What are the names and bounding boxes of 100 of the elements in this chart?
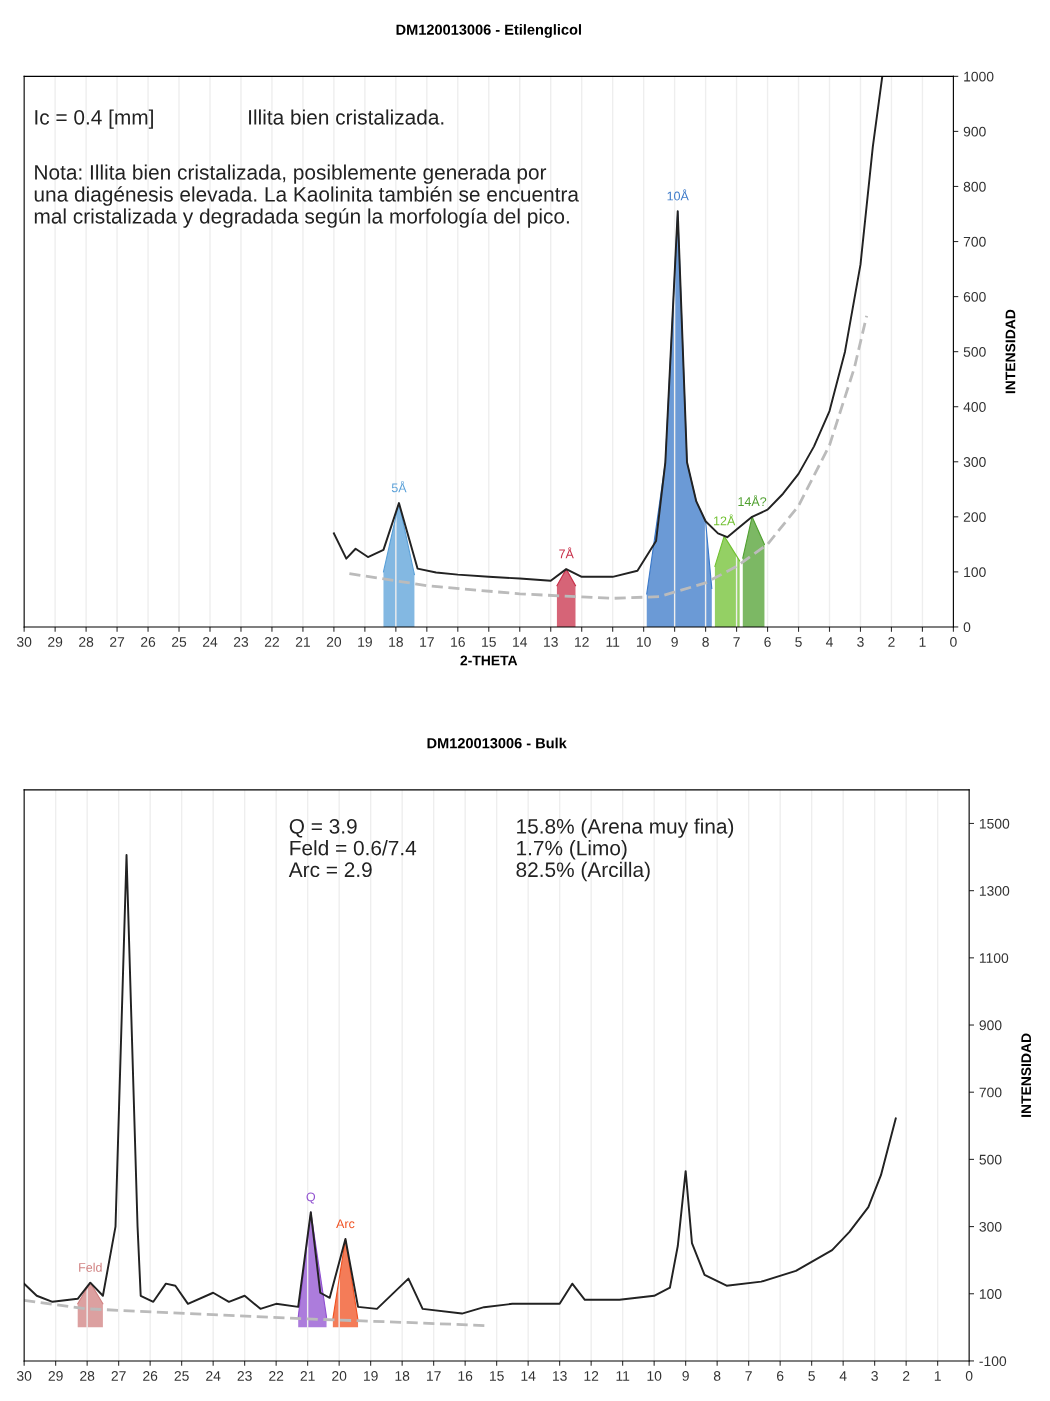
x-tick-label: 20 <box>332 1371 347 1381</box>
series-label: 7Å <box>559 547 574 559</box>
y-tick-label: 700 <box>963 236 986 247</box>
x-tick-label: 28 <box>80 1371 95 1381</box>
x-tick-label: 6 <box>776 1371 784 1381</box>
x-tick-label: 1 <box>934 1371 941 1381</box>
y-tick-label: 800 <box>963 181 986 192</box>
annotation: Q = 3.9 Feld = 0.6/7.4 Arc = 2.9 <box>288 818 417 878</box>
x-tick-label: 25 <box>174 1371 189 1381</box>
x-tick-label: 23 <box>237 1371 252 1381</box>
x-tick-label: 4 <box>825 637 833 647</box>
x-tick-label: 20 <box>326 637 342 647</box>
annotation: Nota: Illita bien cristalizada, posiblemente generada por una diagénesis elevada. La Kaolinita también se encuentra mal cristalizada y degradada según la morfología del pico. <box>34 164 579 228</box>
x-tick-label: 14 <box>513 637 528 647</box>
series-label: Q <box>306 1192 316 1204</box>
y-tick-label: 200 <box>963 512 986 522</box>
x-tick-label: 3 <box>871 1371 878 1381</box>
x-tick-label: 25 <box>172 637 187 647</box>
x-tick-label: 13 <box>544 637 558 647</box>
x-tick-label: 12 <box>584 1371 599 1381</box>
x-tick-label: 14 <box>521 1371 536 1381</box>
series-label: 12Å <box>714 514 736 526</box>
y-tick-label: 1000 <box>964 71 994 82</box>
y-tick-label: 500 <box>979 1154 1002 1165</box>
x-tick-label: 8 <box>713 1371 721 1381</box>
x-tick-label: 11 <box>616 1371 630 1381</box>
y-axis-title: INTENSIDAD <box>1005 309 1016 394</box>
x-axis-title: 2-THETA <box>460 655 518 666</box>
y-tick-label: 1500 <box>979 818 1010 829</box>
x-tick-label: 2 <box>902 1371 910 1381</box>
x-tick-label: 7 <box>733 637 740 647</box>
x-tick-label: 11 <box>606 637 620 647</box>
y-tick-label: 500 <box>963 346 986 357</box>
y-tick-label: 700 <box>979 1087 1002 1098</box>
x-tick-label: 24 <box>206 1371 221 1381</box>
line-series <box>348 314 869 600</box>
x-tick-label: 22 <box>269 1371 284 1381</box>
x-tick-label: 8 <box>702 637 709 647</box>
y-axis-title: INTENSIDAD <box>1021 1033 1032 1117</box>
x-tick-label: 21 <box>300 1371 315 1381</box>
x-tick-label: 5 <box>795 637 802 647</box>
x-tick-label: 3 <box>857 637 864 647</box>
y-tick-label: 100 <box>979 1289 1002 1299</box>
x-tick-label: 28 <box>79 637 94 647</box>
x-tick-label: 5 <box>808 1371 815 1381</box>
x-tick-label: 26 <box>143 1371 158 1381</box>
y-tick-label: -100 <box>979 1356 1007 1367</box>
x-tick-label: 23 <box>233 637 249 647</box>
y-tick-label: 300 <box>963 457 986 467</box>
x-tick-label: 9 <box>671 637 678 647</box>
series-label: Arc <box>336 1219 355 1229</box>
x-tick-label: 10 <box>647 1371 662 1381</box>
y-tick-label: 600 <box>963 291 986 302</box>
x-tick-label: 27 <box>111 1371 126 1381</box>
x-tick-label: 30 <box>16 637 32 647</box>
x-tick-label: 17 <box>420 637 434 647</box>
x-tick-label: 30 <box>16 1371 32 1381</box>
series-label: 14Å? <box>738 494 767 506</box>
x-tick-label: 15 <box>489 1371 504 1381</box>
x-tick-label: 2 <box>888 637 895 647</box>
x-tick-label: 9 <box>682 1371 689 1381</box>
y-tick-label: 100 <box>964 567 986 578</box>
x-tick-label: 29 <box>48 1371 63 1381</box>
x-tick-label: 19 <box>363 1371 378 1381</box>
annotation: Ic = 0.4 [mm] <box>35 109 153 129</box>
x-tick-label: 6 <box>764 637 771 647</box>
x-tick-label: 18 <box>389 637 403 647</box>
x-tick-label: 27 <box>110 637 125 647</box>
x-tick-label: 1 <box>919 637 926 647</box>
y-tick-label: 900 <box>979 1020 1002 1031</box>
x-tick-label: 16 <box>451 637 465 647</box>
y-tick-label: 900 <box>963 126 986 137</box>
x-tick-label: 19 <box>358 637 372 647</box>
series-label: 5Å <box>391 481 407 493</box>
x-tick-label: 0 <box>950 637 957 647</box>
annotation: Illita bien cristalizada. <box>249 109 444 125</box>
x-tick-label: 16 <box>458 1371 473 1381</box>
x-tick-label: 22 <box>264 637 279 647</box>
annotation: 15.8% (Arena muy fina) 1.7% (Limo) 82.5% (Arcilla) <box>516 818 734 882</box>
y-tick-label: 1100 <box>979 953 1009 964</box>
x-tick-label: 10 <box>636 637 651 647</box>
x-tick-label: 15 <box>482 637 496 647</box>
x-tick-label: 13 <box>552 1371 567 1381</box>
x-tick-label: 4 <box>839 1371 847 1381</box>
x-tick-label: 24 <box>202 637 218 647</box>
x-tick-label: 17 <box>426 1371 441 1381</box>
x-tick-label: 12 <box>575 637 589 647</box>
x-tick-label: 18 <box>395 1371 410 1381</box>
x-tick-label: 7 <box>745 1371 752 1381</box>
y-tick-label: 1300 <box>979 885 1010 896</box>
y-tick-label: 0 <box>963 622 971 633</box>
series-label: 10Å <box>667 189 689 201</box>
series-label: Feld <box>79 1262 102 1272</box>
chart-title: DM120013006 - Bulk <box>427 737 567 749</box>
chart-title: DM120013006 - Etilenglicol <box>396 24 581 38</box>
y-tick-label: 300 <box>979 1221 1002 1232</box>
y-tick-label: 400 <box>963 402 986 412</box>
x-tick-label: 29 <box>48 637 63 647</box>
x-tick-label: 21 <box>295 637 310 647</box>
x-tick-label: 26 <box>141 637 156 647</box>
